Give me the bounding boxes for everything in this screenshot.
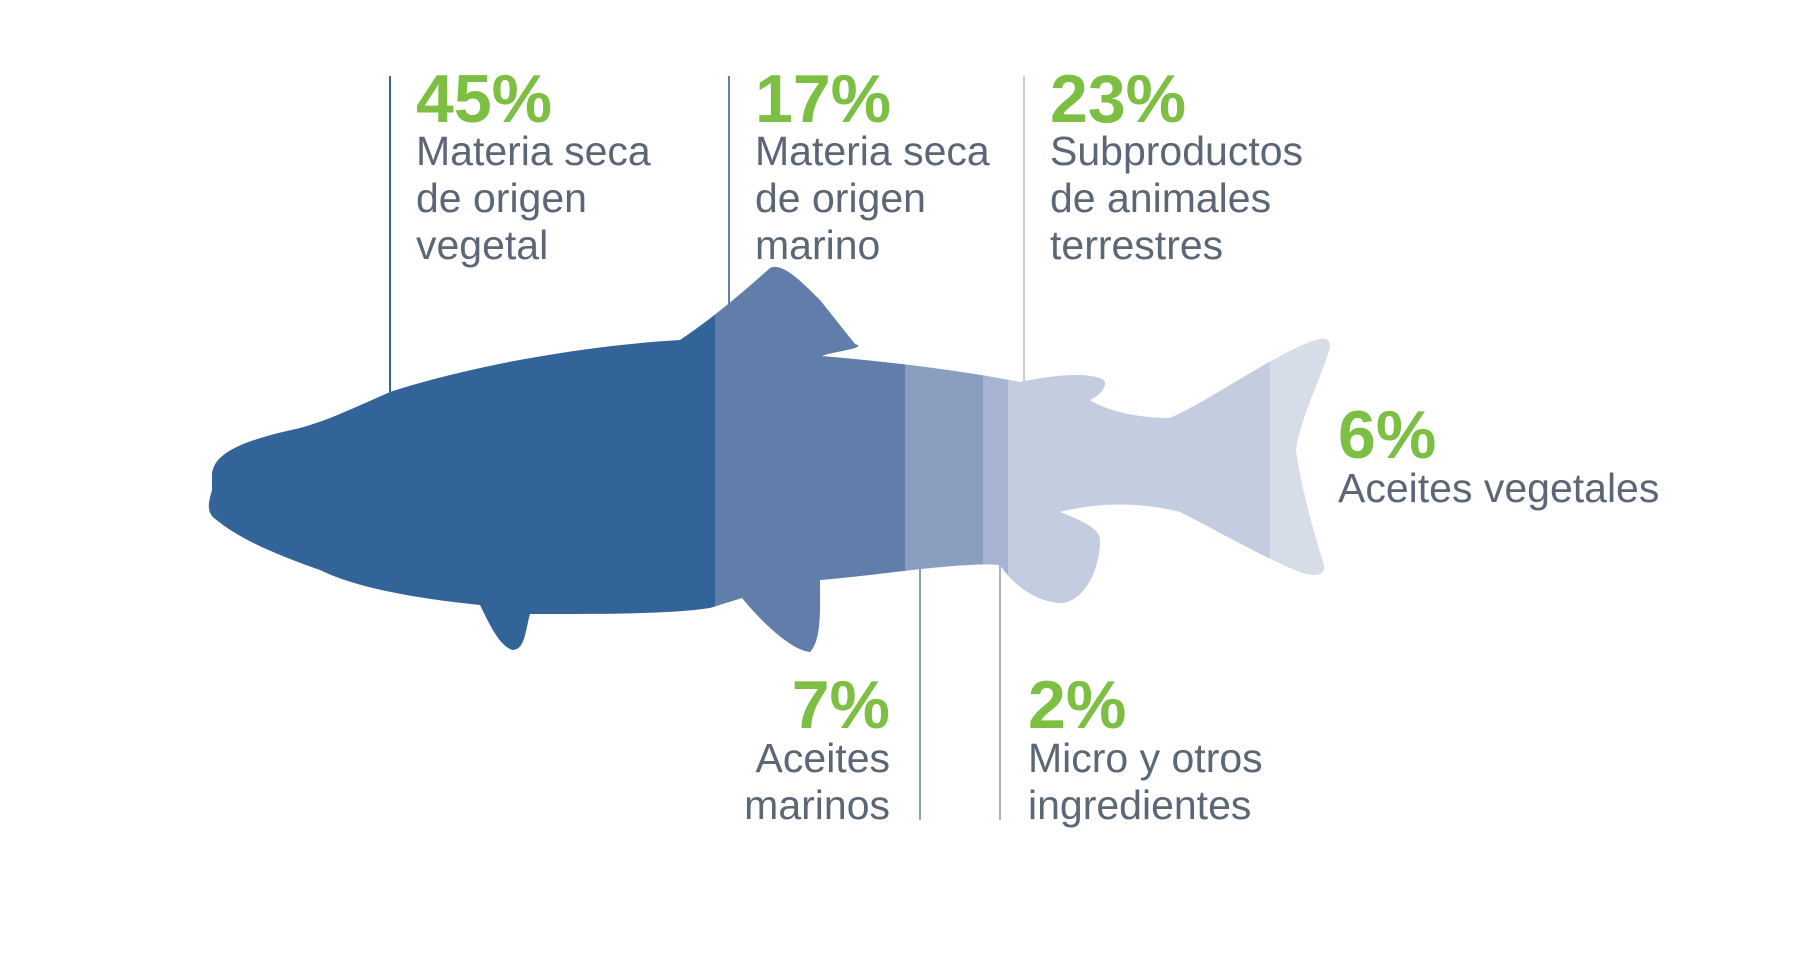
- label-vegetal-dry-line-3: vegetal: [416, 222, 548, 268]
- segment-marine-dry-matter: [715, 266, 905, 652]
- label-marine-oil-line-1: Aceites: [756, 735, 890, 781]
- fish-silhouette: [208, 266, 1330, 652]
- label-micro: 2% Micro y otros ingredientes: [1028, 667, 1263, 828]
- label-micro-line-2: ingredientes: [1028, 782, 1251, 828]
- label-vegetal-dry: 45% Materia seca de origen vegetal: [416, 61, 651, 268]
- label-marine-oil: 7% Aceites marinos: [744, 667, 890, 828]
- percent-marine-oil: 7%: [792, 667, 890, 743]
- label-micro-line-1: Micro y otros: [1028, 735, 1263, 781]
- label-vegetal-dry-line-2: de origen: [416, 175, 587, 221]
- label-vegetal-oil: 6% Aceites vegetales: [1338, 397, 1659, 511]
- label-vegetal-dry-line-1: Materia seca: [416, 128, 651, 174]
- percent-micro: 2%: [1028, 667, 1126, 743]
- segment-terrestrial-byproducts: [1008, 266, 1270, 652]
- label-vegetal-oil-line-1: Aceites vegetales: [1338, 465, 1659, 511]
- label-marine-dry: 17% Materia seca de origen marino: [755, 61, 990, 268]
- label-marine-dry-line-1: Materia seca: [755, 128, 990, 174]
- label-marine-dry-line-3: marino: [755, 222, 880, 268]
- segment-marine-oils: [905, 266, 983, 652]
- percent-vegetal-oil: 6%: [1338, 397, 1436, 473]
- label-terrestrial: 23% Subproductos de animales terrestres: [1050, 61, 1303, 268]
- label-terrestrial-line-2: de animales: [1050, 175, 1271, 221]
- label-terrestrial-line-3: terrestres: [1050, 222, 1223, 268]
- label-marine-dry-line-2: de origen: [755, 175, 926, 221]
- percent-vegetal-dry: 45%: [416, 61, 552, 137]
- segment-micro-ingredients: [983, 266, 1008, 652]
- label-terrestrial-line-1: Subproductos: [1050, 128, 1303, 174]
- percent-terrestrial: 23%: [1050, 61, 1186, 137]
- percent-marine-dry: 17%: [755, 61, 891, 137]
- segment-vegetal-dry-matter: [208, 266, 715, 652]
- label-marine-oil-line-2: marinos: [744, 782, 890, 828]
